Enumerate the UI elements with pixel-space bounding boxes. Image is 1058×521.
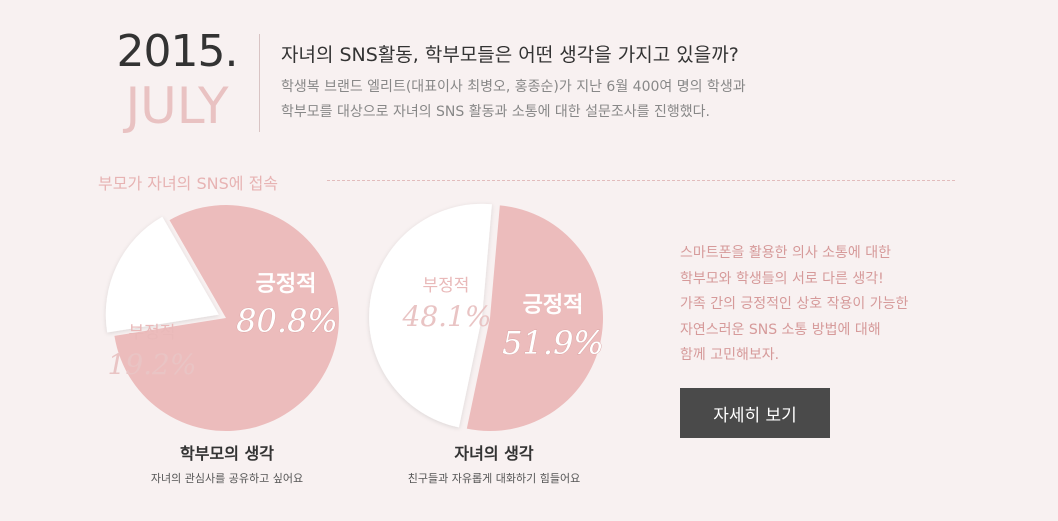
date-block: 2015. JULY	[112, 26, 242, 134]
side-line: 스마트폰을 활용한 의사 소통에 대한	[680, 245, 891, 261]
pie-slice-positive	[466, 205, 604, 432]
pie-slice-positive	[114, 205, 339, 432]
intro-line: 학부모를 대상으로 자녀의 SNS 활동과 소통에 대한 설문조사를 진행했다.	[281, 104, 710, 120]
chart-caption-children: 자녀의 생각 친구들과 자유롭게 대화하기 힘들어요	[374, 440, 614, 486]
chart-subtitle: 친구들과 자유롭게 대화하기 힘들어요	[407, 472, 581, 485]
slice-value-label: 51.9%	[502, 324, 604, 362]
side-line: 학부모와 학생들의 서로 다른 생각!	[680, 270, 884, 287]
section-title: 부모가 자녀의 SNS에 접속	[98, 174, 279, 193]
month-label: JULY	[125, 77, 229, 135]
chart-title: 학부모의 생각	[180, 444, 274, 463]
headline: 자녀의 SNS활동, 학부모들은 어떤 생각을 가지고 있을까?	[281, 44, 739, 66]
chart-caption-parents: 학부모의 생각 자녀의 관심사를 공유하고 싶어요	[107, 440, 347, 486]
slice-label: 긍정적	[523, 293, 584, 318]
view-details-button[interactable]: 자세히 보기	[680, 388, 830, 438]
chart-subtitle: 자녀의 관심사를 공유하고 싶어요	[150, 472, 304, 485]
slice-value-label: 19.2%	[108, 348, 197, 381]
section-divider	[327, 180, 955, 181]
side-line: 가족 간의 긍정적인 상호 작용이 가능한	[680, 296, 909, 312]
pie-slice-negative	[105, 216, 219, 333]
slice-value-label: 80.8%	[236, 302, 338, 340]
year-label: 2015.	[116, 26, 239, 77]
slice-value-label: 48.1%	[402, 300, 492, 333]
slice-label: 부정적	[423, 276, 470, 296]
intro-line: 학생복 브랜드 엘리트(대표이사 최병오, 홍종순)가 지난 6월 400여 명…	[281, 79, 746, 95]
side-text: 스마트폰을 활용한 의사 소통에 대한 학부모와 학생들의 서로 다른 생각! …	[680, 241, 980, 369]
pie-slice-negative	[369, 203, 492, 428]
intro-text: 학생복 브랜드 엘리트(대표이사 최병오, 홍종순)가 지난 6월 400여 명…	[281, 75, 841, 125]
slice-label: 부정적	[129, 323, 176, 343]
vertical-divider	[259, 34, 260, 132]
slice-label: 긍정적	[256, 272, 317, 297]
chart-title: 자녀의 생각	[454, 444, 534, 463]
side-line: 함께 고민해보자.	[680, 347, 780, 363]
side-line: 자연스러운 SNS 소통 방법에 대해	[680, 321, 881, 338]
